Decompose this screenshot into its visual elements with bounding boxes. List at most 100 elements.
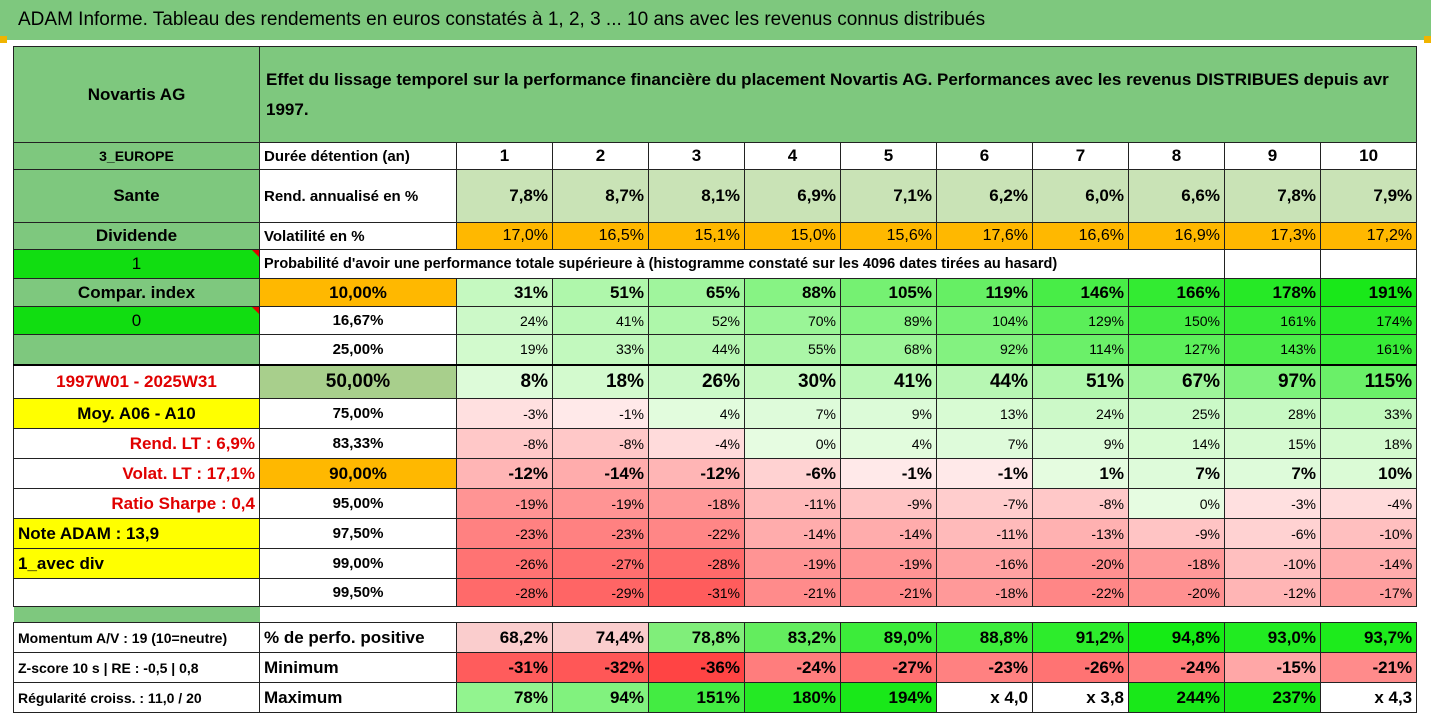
year-header: 8 (1128, 142, 1225, 170)
quantile-value-cell: 92% (936, 334, 1033, 365)
minimum-cell: -24% (1128, 652, 1225, 683)
minimum-cell: -32% (552, 652, 649, 683)
avec-div-label: 1_avec div (13, 548, 260, 579)
quantile-value-cell: 9% (1032, 428, 1129, 459)
quantile-label: 16,67% (259, 306, 457, 335)
year-header: 3 (648, 142, 745, 170)
rend-cell: 7,8% (1224, 169, 1321, 223)
quantile-value-cell: 88% (744, 278, 841, 307)
quantile-label: 99,00% (259, 548, 457, 579)
quantile-value-cell: 51% (1032, 363, 1129, 399)
quantile-value-cell: 97% (1224, 363, 1321, 399)
maximum-cell: 194% (840, 682, 937, 713)
vol-label: Volatilité en % (259, 222, 457, 250)
quantile-value-cell: -8% (1032, 488, 1129, 519)
quantile-value-cell: 7% (1128, 458, 1225, 489)
quantile-value-cell: -9% (1128, 518, 1225, 549)
quantile-value-cell: 7% (744, 398, 841, 429)
quantile-value-cell: -18% (936, 578, 1033, 607)
company-name: Novartis AG (13, 46, 260, 143)
perf-pos-cell: 83,2% (744, 622, 841, 653)
perf-pos-cell: 93,7% (1319, 622, 1418, 653)
quantile-label: 75,00% (259, 398, 457, 429)
quantile-value-cell: -7% (936, 488, 1033, 519)
quantile-value-cell: -6% (744, 458, 841, 489)
quantile-value-cell: -27% (552, 548, 649, 579)
quantile-value-cell: -26% (456, 548, 553, 579)
year-header: 9 (1224, 142, 1321, 170)
year-header: 6 (936, 142, 1033, 170)
quantile-value-cell: 31% (456, 278, 553, 307)
quantile-label[interactable]: 10,00% (259, 278, 457, 307)
note-adam-label: Note ADAM : 13,9 (13, 518, 260, 549)
quantile-value-cell: -1% (840, 458, 937, 489)
quantile-value-cell: 15% (1224, 428, 1321, 459)
vol-cell: 17,6% (936, 222, 1033, 250)
maximum-cell: x 4,3 (1319, 682, 1418, 713)
rend-cell: 6,0% (1032, 169, 1129, 223)
quantile-value-cell: -17% (1319, 578, 1418, 607)
quantile-label: 90,00% (259, 458, 457, 489)
vol-cell: 17,0% (456, 222, 553, 250)
perf-pos-cell: 91,2% (1032, 622, 1129, 653)
quantile-value-cell: 1% (1032, 458, 1129, 489)
quantile-value-cell: -19% (840, 548, 937, 579)
quantile-value-cell: 146% (1032, 278, 1129, 307)
maximum-cell: 244% (1128, 682, 1225, 713)
quantile-value-cell: 104% (936, 306, 1033, 335)
quantile-value-cell: -20% (1128, 578, 1225, 607)
quantile-value-cell: 14% (1128, 428, 1225, 459)
quantile-value-cell: 67% (1128, 363, 1225, 399)
quantile-value-cell: 10% (1319, 458, 1418, 489)
year-header: 2 (552, 142, 649, 170)
quantile-value-cell: 24% (456, 306, 553, 335)
quantile-value-cell: -22% (1032, 578, 1129, 607)
quantile-value-cell: -18% (1128, 548, 1225, 579)
vol-cell: 15,1% (648, 222, 745, 250)
quantile-value-cell: 51% (552, 278, 649, 307)
proba-label: Probabilité d'avoir une performance tota… (259, 249, 1225, 279)
quantile-value-cell: 19% (456, 334, 553, 365)
quantile-value-cell: 70% (744, 306, 841, 335)
year-header: 7 (1032, 142, 1129, 170)
sharpe-label: Ratio Sharpe : 0,4 (13, 488, 260, 519)
quantile-value-cell: 161% (1319, 334, 1418, 365)
quantile-value-cell: -13% (1032, 518, 1129, 549)
quantile-value-cell: 18% (1319, 428, 1418, 459)
quantile-value-cell: -9% (840, 488, 937, 519)
quantile-value-cell: -29% (552, 578, 649, 607)
param-cell-0[interactable]: 0 (13, 306, 260, 335)
rend-cell: 6,6% (1128, 169, 1225, 223)
maximum-cell: x 3,8 (1032, 682, 1129, 713)
year-header: 10 (1319, 142, 1418, 170)
quantile-value-cell: 68% (840, 334, 937, 365)
quantile-value-cell: 119% (936, 278, 1033, 307)
param-cell-1[interactable]: 1 (13, 249, 260, 279)
maximum-cell: 94% (552, 682, 649, 713)
quantile-label: 83,33% (259, 428, 457, 459)
stat-row-label: Maximum (259, 682, 457, 713)
vol-cell: 15,6% (840, 222, 937, 250)
perf-pos-cell: 74,4% (552, 622, 649, 653)
perf-pos-cell: 94,8% (1128, 622, 1225, 653)
quantile-value-cell: -28% (456, 578, 553, 607)
vol-cell: 15,0% (744, 222, 841, 250)
perf-pos-cell: 88,8% (936, 622, 1033, 653)
quantile-label: 97,50% (259, 518, 457, 549)
quantile-label: 50,00% (259, 363, 457, 399)
empty-cell (13, 334, 260, 365)
quantile-value-cell: 4% (840, 428, 937, 459)
quantile-value-cell: 65% (648, 278, 745, 307)
quantile-value-cell: -23% (552, 518, 649, 549)
vol-cell: 17,3% (1224, 222, 1321, 250)
quantile-value-cell: 115% (1319, 363, 1418, 399)
region-label: 3_EUROPE (13, 142, 260, 170)
quantile-value-cell: -19% (552, 488, 649, 519)
quantile-value-cell: 89% (840, 306, 937, 335)
performance-table: Novartis AG Effet du lissage temporel su… (13, 46, 1418, 713)
quantile-value-cell: 41% (552, 306, 649, 335)
quantile-value-cell: 30% (744, 363, 841, 399)
quantile-value-cell: -12% (648, 458, 745, 489)
quantile-value-cell: 9% (840, 398, 937, 429)
quantile-value-cell: 150% (1128, 306, 1225, 335)
